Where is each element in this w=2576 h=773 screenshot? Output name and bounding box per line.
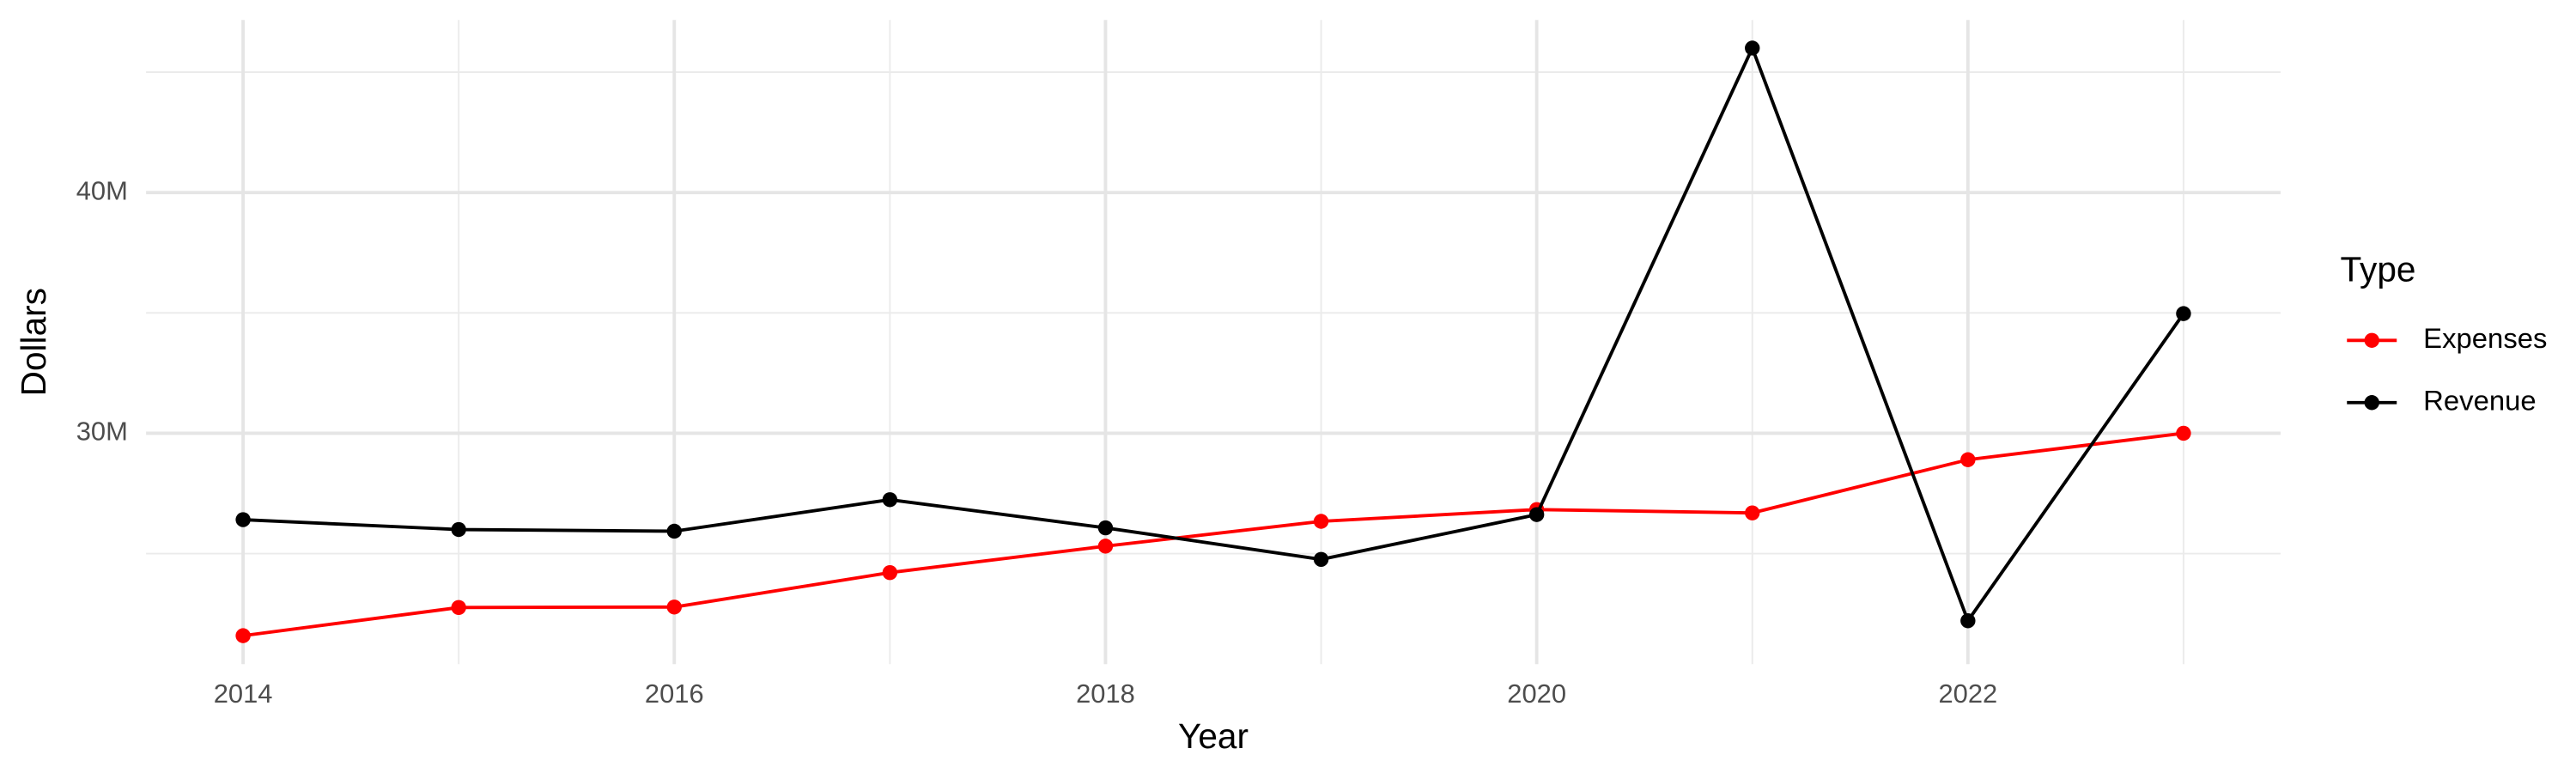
data-point (666, 600, 682, 615)
x-tick-label: 2022 (1938, 679, 1997, 709)
data-point (1097, 520, 1114, 536)
data-point (235, 628, 251, 643)
data-point (882, 492, 898, 508)
data-point (1960, 613, 1976, 629)
legend-point (2364, 395, 2379, 411)
data-point (451, 600, 466, 616)
x-tick-label: 2014 (214, 679, 273, 709)
x-tick-label: 2020 (1507, 679, 1566, 709)
legend-title: Type (2341, 250, 2416, 289)
series-line (242, 431, 2184, 638)
legend-label: Expenses (2423, 322, 2547, 354)
x-tick-label: 2016 (645, 679, 704, 709)
data-point (2176, 425, 2191, 441)
data-point (666, 523, 682, 539)
data-point (2176, 306, 2191, 321)
data-point (1313, 551, 1329, 567)
series-line (243, 43, 2185, 624)
y-tick-label: 30M (76, 417, 128, 447)
data-point (882, 564, 898, 581)
x-axis-title: Year (1178, 716, 1249, 756)
data-point (451, 521, 466, 538)
y-axis-title: Dollars (14, 288, 53, 396)
legend-point (2364, 332, 2379, 348)
y-tick-label: 40M (76, 175, 128, 205)
x-tick-label: 2018 (1076, 679, 1135, 709)
data-point (1313, 514, 1329, 529)
data-point (1745, 40, 1760, 56)
data-point (1960, 452, 1976, 467)
data-point (1097, 539, 1114, 554)
data-point (1528, 507, 1545, 522)
data-point (1745, 505, 1760, 520)
data-point (235, 512, 251, 527)
legend-label: Revenue (2423, 384, 2537, 416)
